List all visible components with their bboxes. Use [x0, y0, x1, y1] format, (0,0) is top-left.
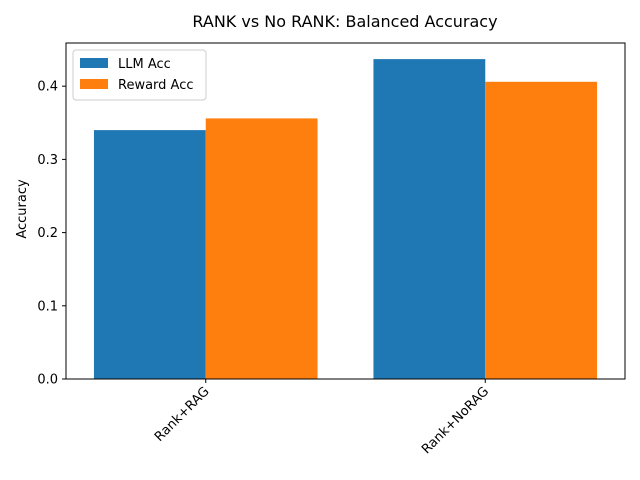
bar-reward-acc-0 — [205, 118, 318, 380]
y-tick-label: 0.2 — [37, 226, 58, 241]
y-tick-label: 0.3 — [37, 153, 58, 168]
legend-swatch — [80, 58, 108, 68]
bar-llm-acc-1 — [373, 59, 486, 379]
x-axis: Rank+RAG Rank+NoRAG — [152, 379, 492, 457]
bar-llm-acc-0 — [93, 130, 206, 379]
bar-reward-acc-1 — [485, 81, 598, 379]
x-tick-label: Rank+RAG — [152, 384, 213, 445]
y-tick-label: 0.4 — [37, 80, 58, 95]
legend: LLM Acc Reward Acc — [72, 49, 207, 101]
plot-frame — [65, 42, 626, 380]
y-axis-label: Accuracy — [15, 179, 30, 239]
y-tick-label: 0.1 — [37, 299, 58, 314]
x-tick-label: Rank+NoRAG — [419, 384, 492, 457]
y-tick-label: 0.0 — [37, 373, 58, 388]
bars-group — [93, 59, 598, 380]
legend-swatch — [80, 79, 108, 89]
legend-label: Reward Acc — [118, 78, 194, 93]
chart-title: RANK vs No RANK: Balanced Accuracy — [192, 12, 497, 31]
legend-label: LLM Acc — [118, 57, 171, 72]
y-axis: 0.0 0.1 0.2 0.3 0.4 — [37, 80, 66, 388]
